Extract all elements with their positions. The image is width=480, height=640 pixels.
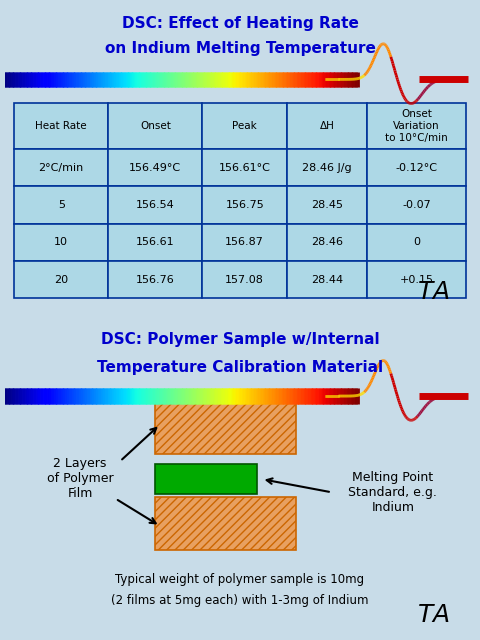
Text: 156.87: 156.87 <box>225 237 264 248</box>
Bar <box>14 224 108 261</box>
Text: $\mathit{TA}$: $\mathit{TA}$ <box>417 282 449 305</box>
Bar <box>156 497 297 550</box>
Bar <box>14 186 108 224</box>
Bar <box>203 261 287 298</box>
Bar <box>156 401 297 454</box>
Bar <box>203 102 287 149</box>
Text: Temperature Calibration Material: Temperature Calibration Material <box>97 360 383 376</box>
Text: Onset: Onset <box>140 121 171 131</box>
Bar <box>108 186 203 224</box>
Text: DSC: Effect of Heating Rate: DSC: Effect of Heating Rate <box>121 16 359 31</box>
Bar <box>203 224 287 261</box>
Text: 10: 10 <box>54 237 68 248</box>
Text: $\mathit{TA}$: $\mathit{TA}$ <box>417 604 449 627</box>
Text: +0.15: +0.15 <box>399 275 433 285</box>
Text: (2 films at 5mg each) with 1-3mg of Indium: (2 films at 5mg each) with 1-3mg of Indi… <box>111 595 369 607</box>
Text: 20: 20 <box>54 275 68 285</box>
Bar <box>108 149 203 186</box>
Text: 156.54: 156.54 <box>136 200 175 210</box>
Text: 2°C/min: 2°C/min <box>38 163 84 173</box>
Bar <box>287 102 367 149</box>
Text: Typical weight of polymer sample is 10mg: Typical weight of polymer sample is 10mg <box>115 573 365 586</box>
Bar <box>367 261 466 298</box>
Text: Heat Rate: Heat Rate <box>36 121 87 131</box>
Text: 28.44: 28.44 <box>311 275 343 285</box>
Bar <box>108 261 203 298</box>
Bar <box>108 102 203 149</box>
Bar <box>108 224 203 261</box>
Text: 156.75: 156.75 <box>225 200 264 210</box>
Text: 156.49°C: 156.49°C <box>129 163 181 173</box>
Bar <box>14 261 108 298</box>
Bar <box>203 149 287 186</box>
Bar <box>367 102 466 149</box>
Bar <box>287 149 367 186</box>
Bar <box>203 186 287 224</box>
Text: DSC: Polymer Sample w/Internal: DSC: Polymer Sample w/Internal <box>101 332 379 348</box>
Bar <box>287 224 367 261</box>
Bar <box>367 224 466 261</box>
Text: -0.12°C: -0.12°C <box>396 163 437 173</box>
Text: Melting Point
Standard, e.g.
Indium: Melting Point Standard, e.g. Indium <box>348 471 437 514</box>
Text: 2 Layers
of Polymer
Film: 2 Layers of Polymer Film <box>47 457 113 500</box>
Text: 28.46: 28.46 <box>311 237 343 248</box>
Text: 157.08: 157.08 <box>225 275 264 285</box>
Text: on Indium Melting Temperature: on Indium Melting Temperature <box>105 40 375 56</box>
Text: -0.07: -0.07 <box>402 200 431 210</box>
Bar <box>14 149 108 186</box>
Text: Onset
Variation
to 10°C/min: Onset Variation to 10°C/min <box>385 109 448 143</box>
Bar <box>287 186 367 224</box>
Bar <box>367 149 466 186</box>
Text: 5: 5 <box>58 200 65 210</box>
Text: 156.61: 156.61 <box>136 237 175 248</box>
Text: ΔH: ΔH <box>320 121 335 131</box>
Text: 0: 0 <box>413 237 420 248</box>
Text: Peak: Peak <box>232 121 257 131</box>
Bar <box>156 465 257 494</box>
Text: 28.46 J/g: 28.46 J/g <box>302 163 352 173</box>
Text: 156.76: 156.76 <box>136 275 175 285</box>
Bar <box>14 102 108 149</box>
Bar <box>287 261 367 298</box>
Text: 28.45: 28.45 <box>311 200 343 210</box>
Bar <box>367 186 466 224</box>
Text: 156.61°C: 156.61°C <box>219 163 271 173</box>
